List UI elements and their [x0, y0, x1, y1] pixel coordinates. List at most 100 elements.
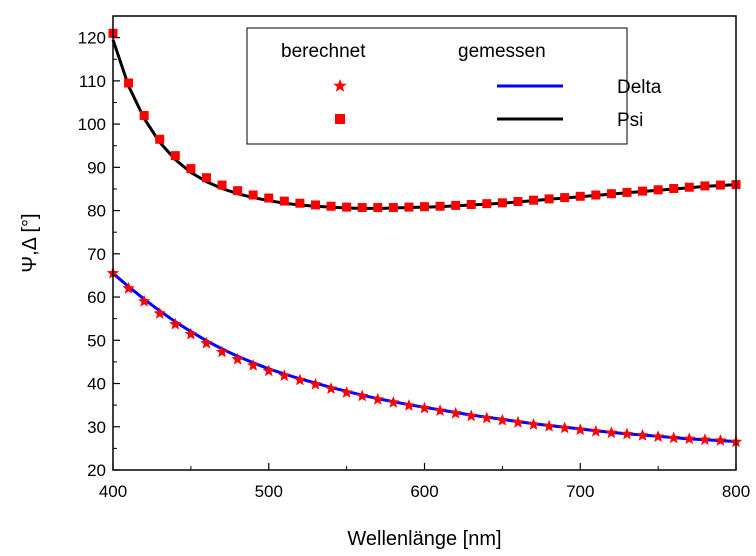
data-point-delta [651, 430, 665, 442]
x-tick-label: 600 [410, 482, 438, 501]
data-point-psi [451, 200, 461, 210]
data-point-delta [278, 369, 291, 381]
data-point-delta [683, 432, 696, 445]
data-point-delta [371, 393, 384, 405]
y-tick-label: 50 [87, 331, 106, 350]
legend: berechnet gemessen Delta Psi [246, 27, 662, 145]
data-point-psi [513, 196, 523, 206]
data-point-delta [356, 389, 369, 402]
data-point-psi [622, 187, 632, 197]
data-point-delta [574, 423, 587, 435]
y-tick-label: 120 [78, 29, 106, 48]
data-point-psi [560, 193, 570, 203]
data-point-psi [388, 203, 398, 213]
data-point-delta [309, 377, 322, 390]
data-point-delta [511, 415, 525, 428]
data-point-psi [669, 184, 679, 194]
data-point-psi [155, 134, 165, 144]
data-point-psi [638, 186, 648, 196]
data-point-delta [558, 421, 571, 434]
x-axis-title: Wellenlänge [nm] [347, 528, 501, 550]
y-tick-label: 110 [79, 72, 106, 91]
data-point-psi [217, 180, 227, 190]
data-point-delta [387, 396, 400, 408]
y-tick-label: 40 [87, 375, 106, 394]
data-point-psi [124, 78, 134, 88]
data-point-delta [169, 317, 182, 330]
data-point-delta [293, 373, 307, 386]
y-tick-label: 100 [78, 115, 106, 134]
x-tick-label: 800 [722, 482, 750, 501]
y-tick-label: 80 [87, 202, 106, 221]
legend-label-psi: Psi [617, 110, 643, 131]
data-point-delta [714, 434, 727, 446]
data-point-psi [295, 198, 305, 208]
data-point-psi [310, 200, 320, 210]
data-point-delta [418, 401, 431, 414]
y-tick-label: 20 [87, 461, 106, 480]
data-point-delta [496, 413, 509, 426]
data-point-delta [184, 327, 198, 340]
y-tick-label: 60 [87, 288, 106, 307]
data-point-delta [620, 427, 634, 440]
data-point-delta [449, 406, 462, 419]
data-point-delta [433, 404, 447, 416]
plot-content [106, 28, 743, 448]
data-point-psi [591, 190, 601, 200]
legend-title-berechnet: berechnet [281, 41, 366, 62]
data-point-delta [138, 294, 151, 307]
data-point-delta [247, 358, 260, 371]
data-point-psi [201, 173, 211, 183]
data-point-delta [465, 409, 478, 422]
data-point-psi [186, 164, 196, 174]
data-point-psi [466, 200, 476, 210]
y-tick-label: 90 [87, 158, 106, 177]
x-tick-label: 500 [255, 482, 283, 501]
data-point-psi [435, 201, 445, 211]
x-tick-label: 400 [99, 482, 127, 501]
data-point-psi [575, 191, 585, 201]
data-point-delta [215, 345, 229, 358]
data-point-psi [606, 189, 616, 199]
data-point-delta [589, 425, 602, 437]
data-point-delta [636, 428, 649, 441]
data-point-psi [357, 203, 367, 213]
data-point-psi [326, 201, 336, 211]
y-axis: 20 30 40 50 60 70 80 90 100 110 120 [78, 15, 120, 480]
legend-box [246, 27, 628, 145]
data-point-psi [404, 202, 414, 212]
series-line-delta [112, 272, 737, 443]
data-point-delta [340, 386, 353, 398]
data-point-psi [342, 202, 352, 212]
y-tick-label: 30 [87, 418, 106, 437]
data-point-delta [262, 364, 275, 377]
data-point-delta [324, 382, 338, 394]
y-axis-title: Ψ,Δ [°] [19, 213, 41, 272]
data-point-psi [264, 193, 274, 203]
data-point-psi [373, 203, 383, 213]
data-point-delta [698, 433, 711, 445]
legend-star-shape [333, 79, 347, 92]
data-point-delta [480, 411, 493, 424]
data-point-delta [527, 418, 540, 430]
data-point-psi [482, 199, 492, 209]
data-point-psi [420, 202, 429, 212]
data-point-psi [170, 151, 180, 161]
data-point-psi [544, 194, 554, 204]
data-point-psi [529, 195, 539, 205]
data-point-psi [653, 185, 663, 195]
data-point-psi [248, 190, 258, 200]
data-point-delta [605, 426, 618, 439]
data-point-psi [684, 182, 694, 192]
data-point-psi [715, 180, 725, 190]
legend-square-marker [335, 114, 345, 124]
data-point-delta [231, 352, 244, 365]
data-point-delta [542, 419, 556, 432]
y-tick-label: 70 [87, 245, 106, 264]
data-point-psi [700, 181, 710, 191]
data-point-psi [279, 196, 289, 206]
x-tick-label: 700 [566, 482, 594, 501]
legend-square-shape [335, 114, 345, 124]
data-point-delta [153, 307, 166, 319]
data-point-delta [122, 281, 135, 294]
